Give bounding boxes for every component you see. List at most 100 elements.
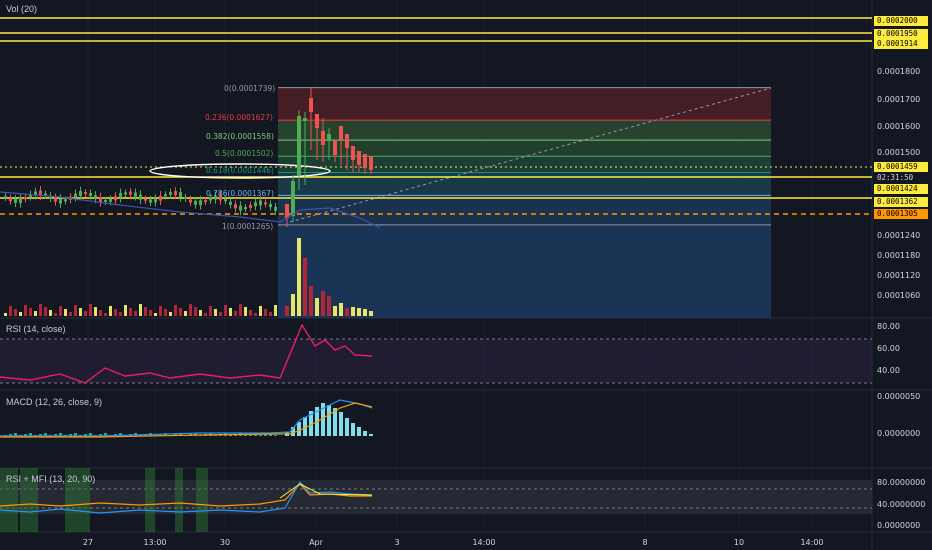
candle-body xyxy=(363,154,367,168)
macd-histogram xyxy=(99,434,102,436)
macd-histogram xyxy=(14,433,17,436)
fib-label: 0.786(0.0001367) xyxy=(206,189,274,198)
volume-bar xyxy=(154,313,157,316)
candle-body xyxy=(9,198,12,202)
candle-body xyxy=(184,196,187,199)
macd-histogram xyxy=(214,435,217,436)
candle-body xyxy=(74,193,77,198)
fib-zone xyxy=(278,195,771,225)
volume-bar xyxy=(44,307,47,316)
rsi-axis-label: 60.00 xyxy=(877,344,900,353)
volume-bar xyxy=(99,310,102,316)
fib-zone-extension xyxy=(278,224,771,318)
volume-bar xyxy=(29,308,32,316)
candle-body xyxy=(129,191,132,195)
volume-bar xyxy=(74,305,77,316)
macd-histogram xyxy=(369,434,373,436)
macd-histogram xyxy=(339,412,343,436)
rsimfi-axis-label: 80.0000000 xyxy=(877,478,926,487)
volume-bar xyxy=(297,238,301,316)
macd-histogram xyxy=(351,423,355,436)
rsimfi-pane-label[interactable]: RSI + MFI (13, 20, 90) xyxy=(6,474,96,484)
macd-histogram xyxy=(104,433,107,436)
last-price-tag: 0.0001459 xyxy=(874,162,928,172)
volume-bar xyxy=(94,307,97,316)
macd-histogram xyxy=(333,408,337,436)
candle-body xyxy=(234,204,237,209)
volume-bar xyxy=(134,311,137,316)
volume-bar xyxy=(69,312,72,316)
volume-bar xyxy=(89,304,92,316)
volume-bar xyxy=(315,298,319,316)
macd-histogram xyxy=(259,435,262,436)
rsimfi-axis-label: 0.0000000 xyxy=(877,521,921,530)
volume-bar xyxy=(54,313,57,316)
candle-body xyxy=(244,207,247,210)
candle-body xyxy=(209,197,212,201)
macd-histogram xyxy=(327,405,331,436)
price-axis-label: 0.0001240 xyxy=(877,231,921,240)
candle-body xyxy=(89,193,92,197)
macd-histogram xyxy=(54,434,57,436)
macd-histogram xyxy=(39,434,42,436)
macd-histogram xyxy=(24,434,27,436)
volume-bar xyxy=(333,306,337,316)
trend-line xyxy=(289,87,772,223)
volume-bar xyxy=(24,305,27,316)
volume-bar xyxy=(229,308,232,316)
candle-body xyxy=(84,192,87,195)
macd-pane-label[interactable]: MACD (12, 26, close, 9) xyxy=(6,397,103,407)
macd-histogram xyxy=(244,435,247,436)
volume-bar xyxy=(285,306,289,316)
candle-body xyxy=(29,194,32,198)
candle-body xyxy=(19,197,22,203)
candle-body xyxy=(327,134,331,140)
highlight-ellipse xyxy=(149,163,331,179)
volume-bar xyxy=(264,309,267,316)
candle-body xyxy=(164,194,167,197)
candle-body xyxy=(297,116,301,175)
candle-body xyxy=(339,126,343,140)
candle-body xyxy=(144,198,147,201)
macd-histogram xyxy=(357,427,361,436)
price-axis-label: 0.0001500 xyxy=(877,148,921,157)
volume-bar xyxy=(239,304,242,316)
volume-pane-label[interactable]: Vol (20) xyxy=(6,4,38,14)
volume-bar xyxy=(159,306,162,316)
price-tag: 0.0001950 xyxy=(874,29,928,39)
fib-label: 1(0.0001265) xyxy=(222,222,274,231)
countdown-tag: 02:31:50 xyxy=(874,173,928,183)
rsimfi-axis-label: 40.0000000 xyxy=(877,500,926,509)
volume-bar xyxy=(64,309,67,316)
candle-body xyxy=(259,200,262,206)
volume-bar xyxy=(39,304,42,316)
volume-bar xyxy=(114,309,117,316)
time-axis-label: 14:00 xyxy=(472,538,496,547)
volume-bar xyxy=(4,313,7,316)
macd-axis-label: 0.0000000 xyxy=(877,429,921,438)
candle-body xyxy=(199,200,202,206)
macd-histogram xyxy=(159,434,162,436)
candle-body xyxy=(285,204,289,218)
macd-histogram xyxy=(59,433,62,436)
time-axis-label: 3 xyxy=(394,538,400,547)
volume-bar xyxy=(194,307,197,316)
volume-bar xyxy=(184,311,187,316)
price-tag: 0.0001424 xyxy=(874,184,928,194)
volume-bar xyxy=(139,304,142,316)
rsi-band xyxy=(0,339,872,383)
price-axis-label: 0.0001060 xyxy=(877,291,921,300)
candle-body xyxy=(229,201,232,205)
volume-bar xyxy=(9,306,12,316)
candle-body xyxy=(79,190,82,196)
time-axis-label: 30 xyxy=(219,538,231,547)
macd-histogram xyxy=(139,435,142,436)
candle-body xyxy=(214,195,217,200)
candle-body xyxy=(333,141,337,155)
macd-histogram xyxy=(309,411,313,436)
rsi-pane-label[interactable]: RSI (14, close) xyxy=(6,324,66,334)
macd-axis-label: 0.0000050 xyxy=(877,392,921,401)
signal-zone xyxy=(20,468,38,532)
volume-bar xyxy=(49,310,52,316)
